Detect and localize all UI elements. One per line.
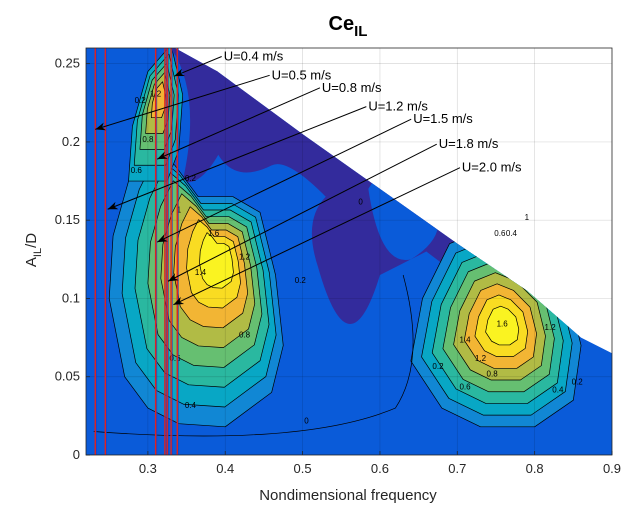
arrow-head-4 [157, 234, 168, 243]
x-tick-label-4: 0.7 [448, 461, 466, 476]
plot-frame [85, 47, 613, 456]
contour-label-15: 0.8 [142, 135, 154, 144]
y-axis-label: AIL/D [23, 233, 44, 267]
region-low-left [171, 48, 226, 183]
y-tick-label-4: 0.2 [62, 134, 80, 149]
annotation-label-4: U=1.5 m/s [413, 111, 473, 126]
contour-label-8: 0.4 [185, 401, 197, 410]
contour-label-18: 1 [177, 205, 182, 214]
contour-line-0 [93, 274, 414, 437]
contour-label-7: 0.2 [432, 362, 444, 371]
arrow-line-5 [167, 143, 437, 282]
annotation-label-3: U=1.2 m/s [368, 99, 428, 114]
contour-label-19: 1 [525, 213, 530, 222]
contour-label-4: 0.2 [185, 174, 197, 183]
arrow-line-0 [173, 56, 222, 77]
y-tick-label-2: 0.1 [62, 290, 80, 305]
annotation-label-6: U=2.0 m/s [462, 160, 522, 175]
contour-label-25: 1.4 [459, 335, 471, 344]
contour-label-9: 0.4 [552, 385, 564, 394]
arrow-line-4 [156, 118, 412, 243]
contour-label-16: 0.8 [239, 331, 251, 340]
x-tick-label-6: 0.9 [603, 461, 621, 476]
contour-label-6: 0.2 [572, 378, 584, 387]
y-tick-label-0: 0 [73, 447, 80, 462]
x-tick-label-2: 0.5 [294, 461, 312, 476]
arrow-head-5 [167, 273, 179, 282]
right-hill-level-7 [485, 305, 520, 346]
arrow-head-2 [157, 151, 168, 160]
contour-label-23: 1.2 [475, 354, 487, 363]
arrow-head-3 [107, 201, 119, 210]
y-tick-label-3: 0.15 [55, 212, 80, 227]
contour-label-2: 0 [107, 25, 112, 34]
contour-label-17: 0.8 [487, 370, 499, 379]
velocity-lines-layer [94, 48, 179, 455]
arrow-line-2 [156, 87, 321, 160]
left-hill-level-7 [199, 232, 234, 289]
annotation-label-0: U=0.4 m/s [224, 49, 284, 64]
annotation-label-5: U=1.8 m/s [439, 136, 499, 151]
x-axis-label: Nondimensional frequency [259, 487, 437, 504]
x-tick-label-1: 0.4 [216, 461, 234, 476]
contour-label-1: 0 [358, 198, 363, 207]
arrow-head-6 [173, 296, 185, 305]
arrow-head-0 [174, 68, 185, 77]
x-axis-ticks: 0.3 0.4 0.5 0.6 0.7 0.8 0.9 [139, 451, 621, 476]
annotation-label-1: U=0.5 m/s [272, 67, 332, 82]
contour-label-3: 0.2 [135, 96, 147, 105]
contour-label-11: 0.6 [131, 166, 143, 175]
contour-label-21: 1.2 [239, 252, 251, 261]
contour-label-13: 0.6 [494, 229, 506, 238]
velocity-arrows-layer [95, 56, 461, 306]
contour-label-26: 1.6 [208, 229, 220, 238]
contour-lines-layer [93, 274, 414, 437]
y-tick-label-5: 0.25 [55, 56, 80, 71]
annotation-labels: U=0.4 m/sU=0.5 m/sU=0.8 m/sU=1.2 m/sU=1.… [224, 49, 522, 175]
arrow-line-6 [173, 167, 461, 306]
arrow-line-3 [107, 106, 367, 210]
contour-label-0: 0 [304, 417, 309, 426]
y-tick-label-1: 0.05 [55, 369, 80, 384]
annotation-label-2: U=0.8 m/s [322, 80, 382, 95]
plot-area: 0000.20.20.20.20.20.40.40.40.60.60.60.60… [86, 25, 612, 455]
arrow-line-1 [95, 74, 270, 130]
contour-label-12: 0.6 [169, 354, 181, 363]
y-axis-ticks: 0 0.05 0.1 0.15 0.2 0.25 [55, 56, 90, 462]
contour-label-22: 1.2 [545, 323, 557, 332]
contour-label-14: 0.6 [459, 382, 471, 391]
contour-label-24: 1.4 [195, 268, 207, 277]
x-tick-label-5: 0.8 [526, 461, 544, 476]
x-tick-label-3: 0.6 [371, 461, 389, 476]
arrow-head-1 [95, 122, 107, 131]
contour-label-10: 0.4 [506, 229, 518, 238]
contour-label-27: 1.6 [497, 320, 509, 329]
chart-title: CeIL [329, 13, 368, 40]
contour-label-5: 0.2 [295, 276, 307, 285]
x-tick-label-0: 0.3 [139, 461, 157, 476]
